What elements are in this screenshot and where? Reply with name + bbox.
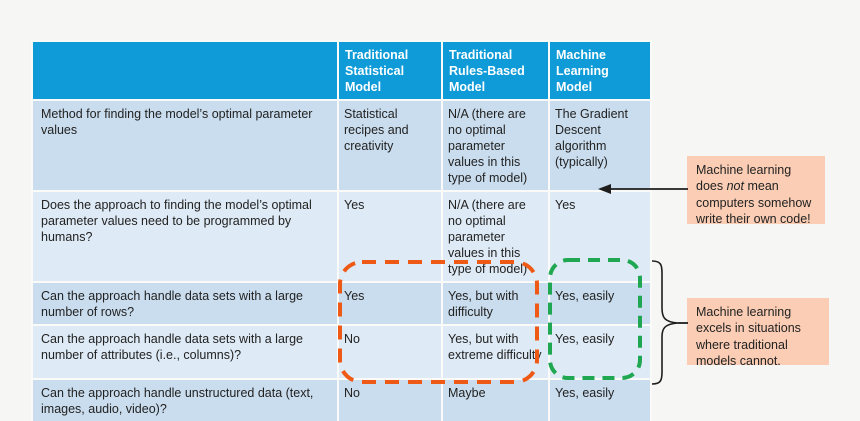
header-row: Traditional Statistical Model Traditiona… [31, 40, 652, 101]
value-cell: Maybe [441, 378, 550, 421]
question-cell: Can the approach handle data sets with a… [31, 281, 339, 326]
value-cell: N/A (there are no optimal parameter valu… [441, 99, 550, 192]
question-cell: Can the approach handle data sets with a… [31, 324, 339, 380]
value-cell: Yes, easily [548, 281, 652, 326]
value-cell: Statistical recipes and creativity [337, 99, 443, 192]
column-header-label: Traditional Statistical Model [345, 48, 409, 94]
callout-note-own-code: Machine learning does not mean computers… [687, 156, 825, 226]
value-cell: Yes, but with extreme difficulty [441, 324, 550, 380]
value-cell: The Gradient Descent algorithm (typicall… [548, 99, 652, 192]
note-text-italic: not [726, 179, 744, 194]
value-cell: N/A (there are no optimal parameter valu… [441, 190, 550, 283]
brace-icon [651, 260, 679, 385]
note-text: Machine learning excels in situations wh… [696, 305, 801, 368]
callout-note-ml-excels: Machine learning excels in situations wh… [687, 298, 829, 368]
value-cell: No [337, 378, 443, 421]
header-cell-machine-learning: Machine Learning Model [548, 40, 652, 101]
question-cell: Method for finding the model’s optimal p… [31, 99, 339, 192]
table-row: Can the approach handle unstructured dat… [31, 378, 652, 421]
value-cell: No [337, 324, 443, 380]
note-text: Machine learning does [696, 163, 792, 194]
value-cell: Yes [548, 190, 652, 283]
table-row: Can the approach handle data sets with a… [31, 324, 652, 380]
value-cell: Yes, but with difficulty [441, 281, 550, 326]
header-cell-traditional-rules-based: Traditional Rules-Based Model [441, 40, 550, 101]
column-header-label: Machine Learning Model [556, 48, 609, 94]
table-row: Method for finding the model’s optimal p… [31, 99, 652, 192]
question-cell: Can the approach handle unstructured dat… [31, 378, 339, 421]
column-header-label: Traditional Rules-Based Model [449, 48, 525, 94]
table-row: Does the approach to finding the model’s… [31, 190, 652, 283]
header-cell-traditional-statistical: Traditional Statistical Model [337, 40, 443, 101]
question-cell: Does the approach to finding the model’s… [31, 190, 339, 283]
table-row: Can the approach handle data sets with a… [31, 281, 652, 326]
header-cell-empty [31, 40, 339, 101]
value-cell: Yes, easily [548, 324, 652, 380]
value-cell: Yes [337, 281, 443, 326]
note-text: mean computers somehow write their own c… [696, 179, 812, 226]
value-cell: Yes, easily [548, 378, 652, 421]
comparison-table: Traditional Statistical Model Traditiona… [31, 40, 652, 421]
value-cell: Yes [337, 190, 443, 283]
